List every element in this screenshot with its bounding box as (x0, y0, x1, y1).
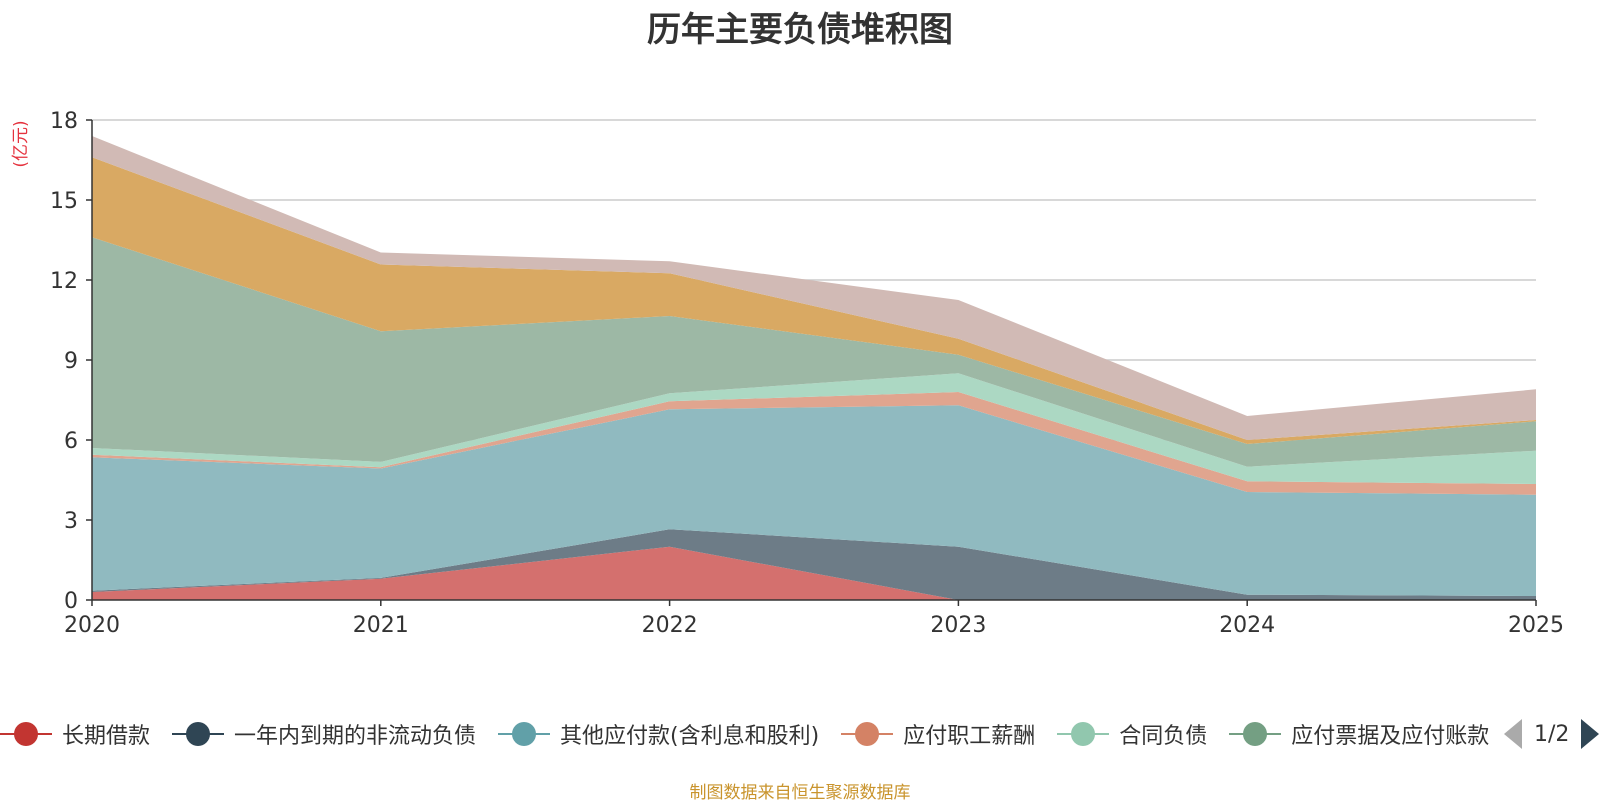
legend-label: 其他应付款(含利息和股利) (560, 724, 820, 749)
legend-pager: 1/2 (1500, 716, 1600, 752)
legend-label: 应付职工薪酬 (903, 724, 1036, 749)
area-series-6[interactable] (92, 157, 1536, 445)
y-tick-label: 15 (50, 189, 78, 214)
area-series-5[interactable] (92, 237, 1536, 467)
y-tick-label: 3 (64, 509, 78, 534)
y-tick-label: 9 (64, 349, 78, 374)
area-series-7[interactable] (92, 136, 1536, 440)
x-tick-label: 2024 (1219, 613, 1275, 638)
legend-prev-page-icon[interactable] (1504, 719, 1522, 749)
area-series-4[interactable] (92, 373, 1536, 484)
legend-item-2[interactable]: 其他应付款(含利息和股利) (498, 718, 819, 750)
area-layer (92, 136, 1536, 600)
area-series-3[interactable] (92, 392, 1536, 495)
legend-marker-icon (0, 722, 52, 746)
y-tick-label: 0 (64, 589, 78, 614)
legend-item-1[interactable]: 一年内到期的非流动负债 (172, 718, 476, 750)
legend-label: 一年内到期的非流动负债 (234, 724, 477, 749)
y-axis-unit-label: (亿元) (11, 120, 31, 167)
legend-marker-icon (1057, 722, 1110, 746)
x-tick-label: 2021 (353, 613, 409, 638)
legend-item-4[interactable]: 合同负债 (1057, 718, 1207, 750)
y-tick-label: 12 (50, 269, 78, 294)
legend-marker-icon (841, 722, 894, 746)
axes: 0 3 6 9 12 15 18 2020 2021 2022 2023 2024 2025 (50, 109, 1564, 638)
x-tick-label: 2025 (1508, 613, 1564, 638)
y-tick-label: 6 (64, 429, 78, 454)
legend-marker-icon (172, 722, 225, 746)
area-series-2[interactable] (92, 405, 1536, 596)
legend-item-3[interactable]: 应付职工薪酬 (841, 718, 1035, 750)
legend-label: 应付票据及应付账款 (1291, 724, 1490, 749)
area-series-0[interactable] (92, 546, 1536, 600)
x-tick-label: 2020 (64, 613, 120, 638)
legend-item-0[interactable]: 长期借款 (0, 718, 150, 750)
y-tick-label: 18 (50, 109, 78, 134)
chart-title: 历年主要负债堆积图 (647, 10, 953, 50)
legend-marker-icon (1229, 722, 1282, 746)
legend-page-indicator: 1/2 (1534, 721, 1570, 747)
legend-next-page-icon[interactable] (1581, 719, 1600, 749)
legend-marker-icon (498, 722, 551, 746)
legend-label: 合同负债 (1119, 724, 1208, 749)
legend-label: 长期借款 (62, 724, 151, 749)
area-series-1[interactable] (92, 529, 1536, 600)
data-source-note: 制图数据来自恒生聚源数据库 (689, 783, 911, 803)
legend-item-5[interactable]: 应付票据及应付账款 (1229, 718, 1489, 750)
x-tick-label: 2023 (930, 613, 986, 638)
x-tick-label: 2022 (642, 613, 698, 638)
chart-plot: 0 3 6 9 12 15 18 2020 2021 2022 2023 2024 2025 (亿元) (11, 109, 1564, 638)
legend: 长期借款 一年内到期的非流动负债 其他应付款(含利息和股利) 应付职工薪酬 合同负债 应付… (0, 714, 1600, 754)
